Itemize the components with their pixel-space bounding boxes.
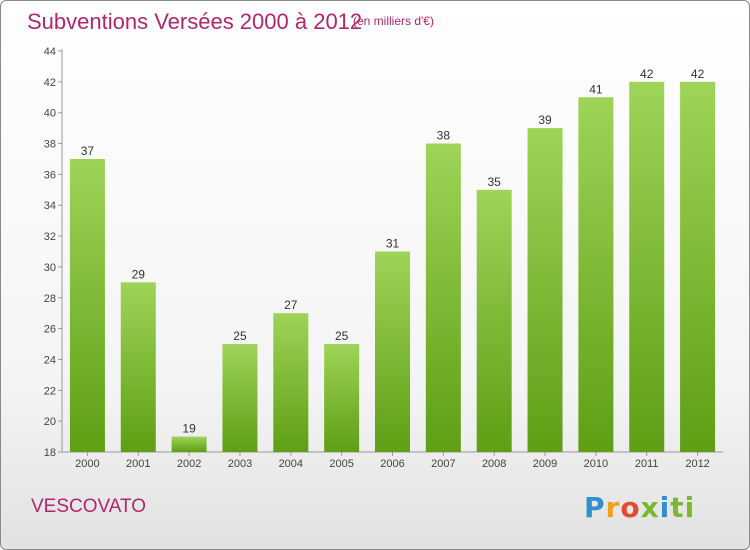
bar — [476, 189, 512, 453]
y-tick-label: 24 — [44, 354, 56, 366]
y-tick-label: 38 — [44, 139, 56, 151]
x-tick-label: 2010 — [584, 458, 608, 470]
y-tick-label: 34 — [44, 200, 56, 212]
bar — [324, 344, 360, 452]
y-tick-label: 42 — [44, 77, 56, 89]
x-tick-label: 2003 — [228, 458, 252, 470]
data-label: 25 — [233, 329, 247, 343]
data-label: 38 — [437, 129, 451, 143]
data-label: 29 — [132, 267, 146, 281]
x-tick-label: 2009 — [533, 458, 557, 470]
bar — [425, 143, 461, 453]
y-tick-label: 22 — [44, 385, 56, 397]
bar — [629, 81, 665, 452]
x-tick-label: 2012 — [685, 458, 709, 470]
data-label: 25 — [335, 329, 349, 343]
x-tick-label: 2006 — [380, 458, 404, 470]
data-label: 35 — [488, 175, 502, 189]
y-tick-label: 32 — [44, 231, 56, 243]
data-label: 39 — [538, 113, 552, 127]
bar — [578, 97, 614, 453]
chart-subtitle: (en milliers d'€) — [353, 14, 434, 28]
y-tick-label: 26 — [44, 324, 56, 336]
x-tick-label: 2001 — [126, 458, 150, 470]
data-label: 37 — [81, 144, 95, 158]
data-label: 42 — [640, 67, 654, 81]
x-tick-label: 2005 — [329, 458, 353, 470]
commune-name: VESCOVATO — [31, 496, 147, 517]
y-tick-label: 18 — [44, 447, 56, 459]
bar — [375, 251, 410, 452]
bar — [680, 81, 716, 452]
x-tick-label: 2007 — [431, 458, 455, 470]
data-label: 19 — [182, 422, 196, 436]
bar — [69, 158, 105, 452]
y-tick-label: 28 — [44, 293, 56, 305]
bar — [120, 282, 156, 452]
x-tick-label: 2011 — [635, 458, 659, 470]
data-label: 27 — [284, 298, 298, 312]
x-tick-label: 2000 — [75, 458, 99, 470]
bar — [171, 436, 207, 452]
chart-title: Subventions Versées 2000 à 2012 — [27, 9, 363, 34]
x-tick-label: 2008 — [482, 458, 506, 470]
y-tick-label: 20 — [44, 416, 56, 428]
proxiti-logo: Proxiti — [584, 491, 696, 524]
x-tick-label: 2004 — [279, 458, 303, 470]
bar — [222, 344, 258, 452]
y-tick-label: 40 — [44, 108, 56, 120]
y-tick-label: 36 — [44, 169, 56, 181]
bar — [273, 313, 309, 452]
data-label: 31 — [386, 237, 400, 251]
bar — [527, 128, 563, 452]
y-tick-label: 44 — [44, 46, 56, 58]
y-tick-label: 30 — [44, 262, 56, 274]
data-label: 41 — [589, 82, 603, 96]
data-label: 42 — [691, 67, 705, 81]
x-tick-label: 2002 — [177, 458, 201, 470]
